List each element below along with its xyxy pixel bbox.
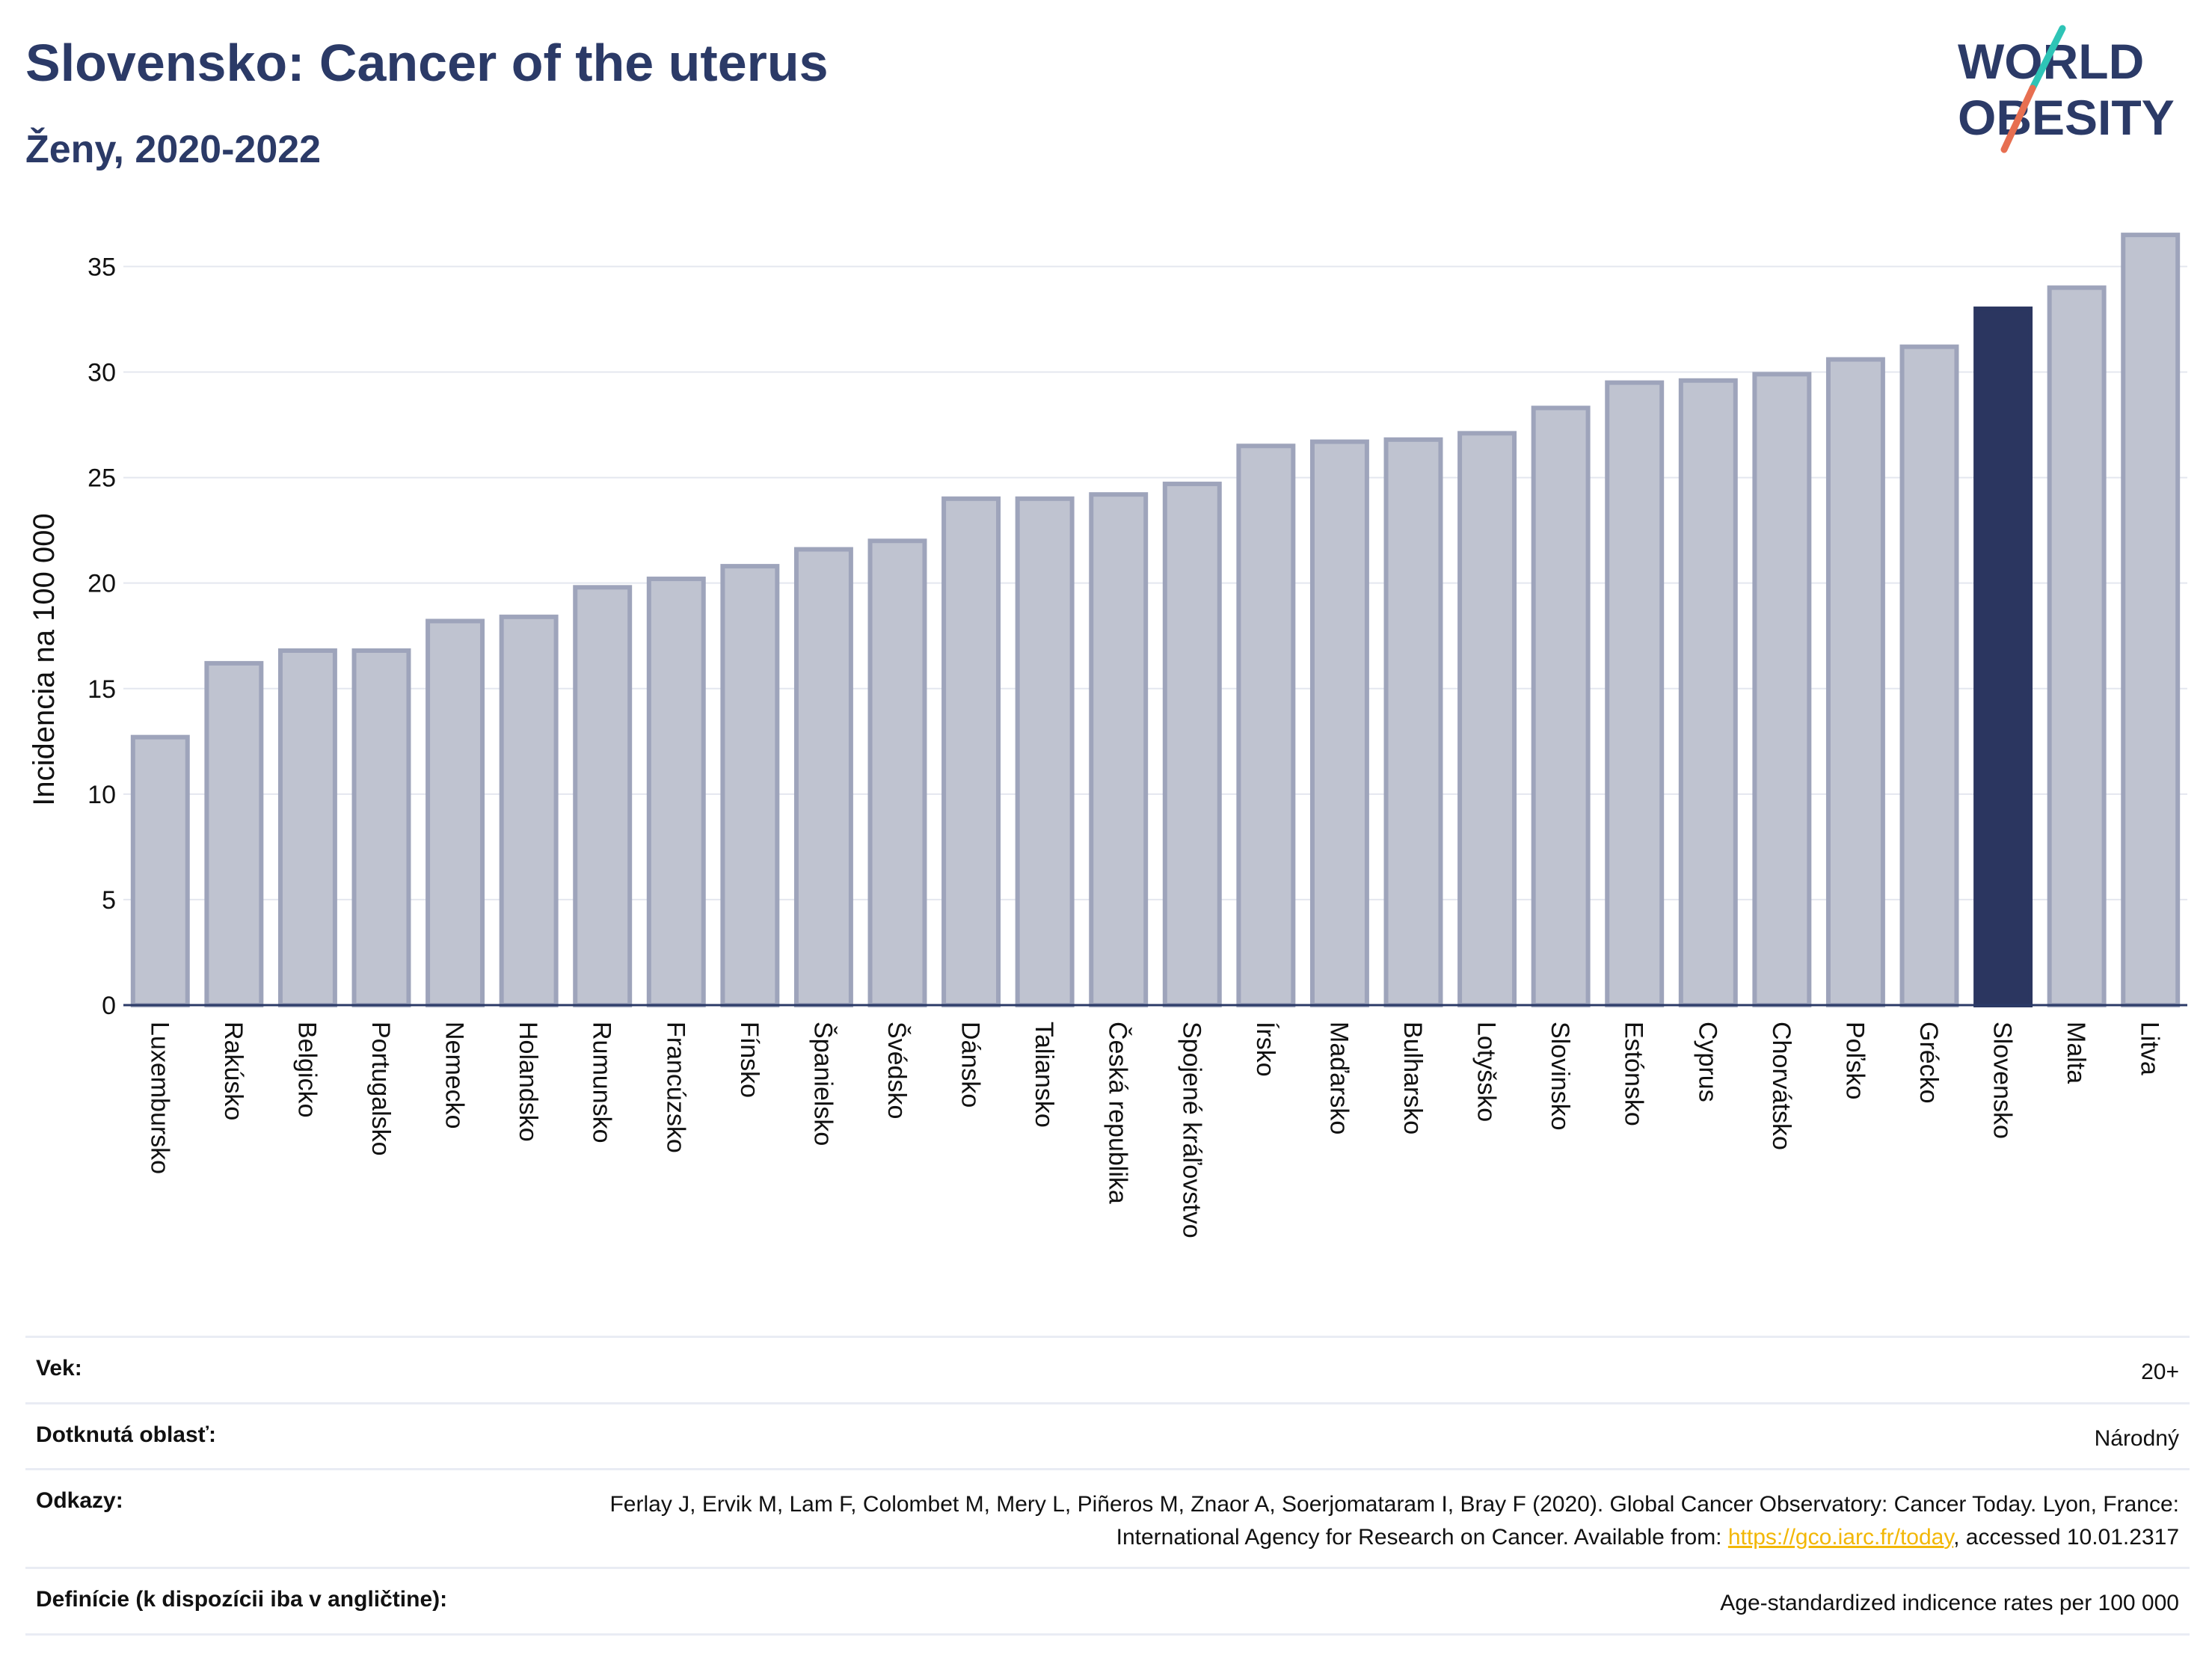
x-tick-label: Belgicko	[292, 1022, 321, 1118]
x-tick-label: Írsko	[1251, 1022, 1279, 1077]
x-tick-label: Litva	[2136, 1022, 2164, 1075]
bar	[1309, 439, 1369, 1007]
x-tick-label: Spojené kráľovstvo	[1177, 1022, 1205, 1238]
y-tick-label: 10	[87, 781, 116, 809]
bar	[867, 538, 927, 1007]
x-axis-ticks: Luxembursko Rakúsko Belgicko Portugalsko Nem…	[145, 1022, 2163, 1238]
x-tick-label: Slovinsko	[1546, 1022, 1574, 1131]
y-axis-title: Incidencia na 100 000	[28, 513, 61, 805]
x-tick-label: Nemecko	[440, 1022, 469, 1129]
x-tick-label: Portugalsko	[366, 1022, 395, 1156]
bar	[204, 660, 264, 1007]
meta-row-age: Vek: 20+	[25, 1336, 2190, 1402]
world-obesity-logo: WORLD OBESITY	[1958, 25, 2175, 153]
meta-key-age: Vek:	[36, 1356, 82, 1381]
bar	[646, 577, 706, 1007]
bar	[793, 547, 853, 1007]
chart-title: Slovensko: Cancer of the uterus	[25, 34, 829, 92]
bars	[130, 233, 2181, 1008]
meta-key-references: Odkazy:	[36, 1488, 123, 1513]
bar	[1383, 437, 1443, 1007]
bar	[1089, 492, 1149, 1007]
logo-slash-top-icon	[2029, 25, 2066, 92]
bar	[130, 734, 190, 1007]
meta-row-definitions: Definície (k dispozícii iba v angličtine…	[25, 1567, 2190, 1636]
meta-val-references: Ferlay J, Ervik M, Lam F, Colombet M, Me…	[609, 1488, 2179, 1553]
metadata-table: Vek: 20+ Dotknutá oblasť: Národný Odkazy…	[25, 1336, 2190, 1636]
meta-key-area: Dotknutá oblasť:	[36, 1422, 217, 1447]
bar-chart: 0 5 10 15 20 25 30 35 Luxembursko Rakúsko Belgick…	[28, 233, 2187, 1238]
logo-line1: WORLD	[1958, 34, 2144, 89]
y-axis-ticks: 0 5 10 15 20 25 30 35	[87, 253, 116, 1020]
x-tick-label: Francúzsko	[661, 1022, 689, 1153]
bar	[2047, 285, 2107, 1008]
x-tick-label: Rakúsko	[219, 1022, 248, 1120]
x-tick-label: Luxembursko	[145, 1022, 173, 1174]
x-tick-label: Bulharsko	[1398, 1022, 1427, 1134]
bar	[1162, 482, 1222, 1007]
bar	[1678, 378, 1738, 1007]
x-tick-label: Dánsko	[956, 1022, 985, 1108]
x-tick-label: Maďarsko	[1324, 1022, 1353, 1134]
meta-row-area: Dotknutá oblasť: Národný	[25, 1401, 2190, 1469]
x-tick-label: Česká republika	[1104, 1022, 1132, 1204]
y-tick-label: 30	[87, 359, 116, 387]
x-tick-label: Estónsko	[1620, 1022, 1648, 1126]
bar	[1236, 443, 1296, 1007]
x-tick-label: Švédsko	[882, 1022, 911, 1119]
x-tick-label: Holandsko	[514, 1022, 542, 1142]
bar	[573, 585, 633, 1007]
x-tick-label: Taliansko	[1030, 1022, 1058, 1128]
x-tick-label: Slovensko	[1988, 1022, 2017, 1139]
bar	[1899, 344, 1959, 1007]
reference-accessed: , accessed 10.01.2317	[1953, 1524, 2179, 1550]
bar	[499, 614, 559, 1007]
x-tick-label: Fínsko	[735, 1022, 764, 1098]
bar	[1825, 357, 1885, 1007]
chart-subtitle: Ženy, 2020-2022	[25, 128, 322, 171]
x-tick-label: Poľsko	[1840, 1022, 1869, 1099]
bar	[941, 496, 1001, 1007]
bar	[277, 648, 337, 1008]
bar-highlight	[1973, 306, 2033, 1007]
meta-val-age: 20+	[2141, 1360, 2179, 1384]
y-tick-label: 20	[87, 570, 116, 598]
x-tick-label: Španielsko	[808, 1022, 837, 1146]
x-tick-label: Lotyšsko	[1472, 1022, 1501, 1122]
y-tick-label: 15	[87, 675, 116, 704]
reference-link[interactable]: https://gco.iarc.fr/today	[1727, 1524, 1954, 1550]
bar	[351, 648, 411, 1008]
meta-row-references: Odkazy: Ferlay J, Ervik M, Lam F, Colomb…	[25, 1468, 2190, 1567]
x-tick-label: Chorvátsko	[1767, 1022, 1795, 1150]
x-tick-label: Grécko	[1914, 1022, 1943, 1104]
bar	[2121, 233, 2181, 1007]
bar	[1531, 405, 1591, 1007]
bar	[1015, 496, 1075, 1007]
x-tick-label: Rumunsko	[588, 1022, 616, 1143]
bar	[425, 618, 485, 1007]
bar	[1457, 431, 1517, 1007]
logo-slash-bottom-icon	[2000, 85, 2036, 153]
bar	[1752, 372, 1812, 1007]
y-tick-label: 25	[87, 464, 116, 493]
meta-val-definitions: Age-standardized indicence rates per 100…	[1720, 1591, 2179, 1615]
x-tick-label: Malta	[2062, 1022, 2090, 1084]
meta-key-definitions: Definície (k dispozícii iba v angličtine…	[36, 1587, 448, 1612]
reference-text: Ferlay J, Ervik M, Lam F, Colombet M, Me…	[609, 1492, 2179, 1550]
bar	[720, 564, 780, 1007]
y-tick-label: 35	[87, 253, 116, 281]
bar	[1605, 380, 1665, 1007]
meta-val-area: Národný	[2094, 1425, 2179, 1451]
y-tick-label: 5	[102, 886, 116, 915]
x-tick-label: Cyprus	[1693, 1022, 1721, 1102]
logo-line2: OBESITY	[1958, 90, 2175, 145]
y-tick-label: 0	[102, 992, 116, 1020]
